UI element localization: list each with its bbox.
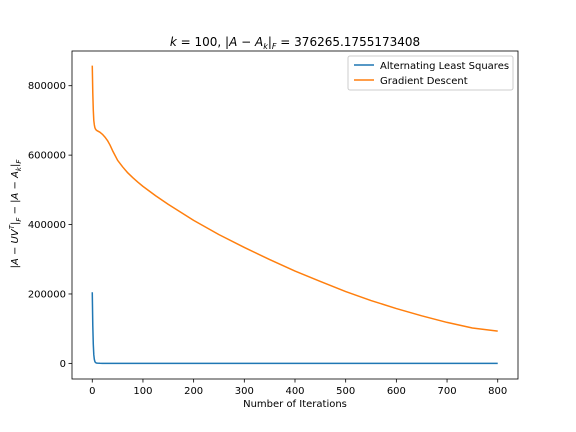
x-tick-label: 500 xyxy=(336,386,355,397)
x-axis-label: Number of Iterations xyxy=(243,399,347,410)
y-axis-label: |A − UVT|F − |A − Ak|F xyxy=(8,159,23,269)
x-tick-label: 0 xyxy=(89,386,95,397)
legend-box xyxy=(347,55,514,91)
x-tick-label: 100 xyxy=(133,386,152,397)
axes-frame xyxy=(71,50,519,380)
legend-label-gd: Gradient Descent xyxy=(380,76,468,87)
x-tick-label: 800 xyxy=(488,386,507,397)
y-tick-label: 800000 xyxy=(28,81,66,92)
y-tick-label: 400000 xyxy=(28,220,66,231)
series-line-als xyxy=(91,292,498,365)
x-tick-label: 300 xyxy=(235,386,254,397)
axes: 0 100 200 300 400 500 600 700 800 0 200000 400000 60… xyxy=(28,50,519,397)
chart-title: k = 100, |A − Ak|F = 376265.1755173408 xyxy=(170,35,420,51)
x-tick-label: 400 xyxy=(285,386,304,397)
x-tick-label: 200 xyxy=(184,386,203,397)
plot-area xyxy=(91,65,498,365)
y-tick-label: 600000 xyxy=(28,151,66,162)
x-tick-label: 700 xyxy=(437,386,456,397)
legend-label-als: Alternating Least Squares xyxy=(380,61,509,72)
series-line-gd xyxy=(91,65,498,332)
y-tick-label: 200000 xyxy=(28,289,66,300)
legend: Alternating Least Squares Gradient Desce… xyxy=(347,55,514,91)
y-tick-label: 0 xyxy=(60,359,66,370)
x-tick-label: 600 xyxy=(387,386,406,397)
